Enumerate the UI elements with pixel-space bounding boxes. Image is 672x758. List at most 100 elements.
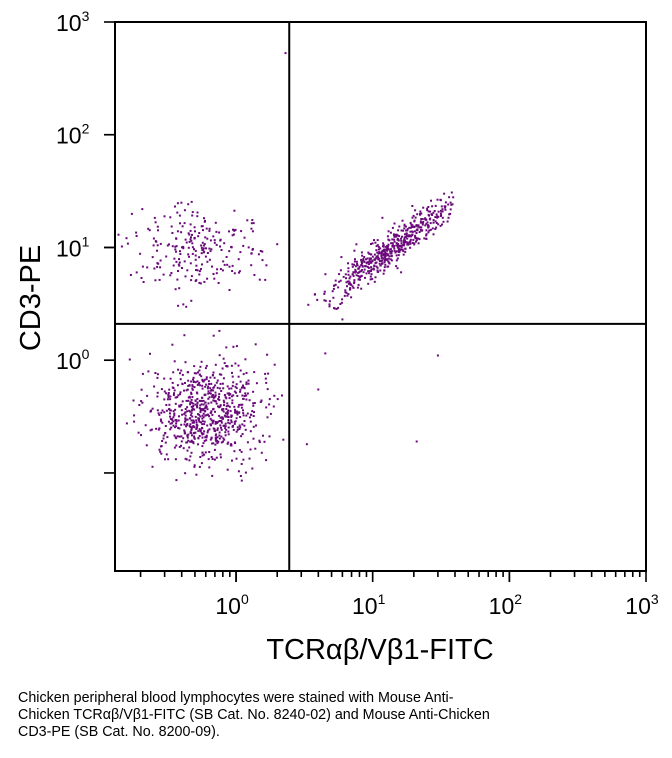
data-point xyxy=(163,390,166,393)
data-point xyxy=(168,243,170,246)
data-point xyxy=(431,227,434,230)
data-point xyxy=(244,392,247,395)
data-point xyxy=(276,398,279,401)
data-point xyxy=(216,268,219,271)
y-tick-label: 103 xyxy=(56,8,90,36)
data-point xyxy=(248,457,251,460)
data-point xyxy=(228,265,231,268)
data-point xyxy=(215,381,218,384)
data-point xyxy=(167,393,170,396)
data-point xyxy=(196,215,199,218)
data-point xyxy=(246,412,249,415)
data-point xyxy=(232,345,235,348)
data-point xyxy=(186,436,189,439)
data-point xyxy=(210,437,213,440)
data-point xyxy=(163,377,166,380)
data-point xyxy=(379,269,382,272)
data-point xyxy=(196,401,199,404)
data-point xyxy=(434,220,437,223)
data-point xyxy=(242,409,244,412)
data-point xyxy=(226,411,229,414)
data-point xyxy=(240,435,243,438)
data-point xyxy=(190,279,193,282)
data-point xyxy=(342,275,345,278)
data-point xyxy=(169,428,172,431)
data-point xyxy=(393,240,396,243)
data-point xyxy=(231,371,233,374)
data-point xyxy=(368,259,371,262)
data-point xyxy=(227,409,230,412)
data-point xyxy=(189,403,192,406)
data-point xyxy=(196,392,199,395)
data-point xyxy=(229,444,232,447)
data-point xyxy=(213,396,216,399)
data-point xyxy=(184,275,187,278)
data-point xyxy=(356,264,359,267)
data-point xyxy=(223,362,226,365)
data-point xyxy=(207,402,210,405)
data-point xyxy=(346,280,349,283)
data-point xyxy=(234,420,237,423)
data-point xyxy=(365,258,367,261)
data-point xyxy=(193,365,196,368)
data-point xyxy=(227,430,230,433)
data-point xyxy=(152,237,155,240)
data-point xyxy=(399,245,402,248)
data-point xyxy=(417,242,420,245)
data-point xyxy=(406,243,409,246)
data-point xyxy=(354,265,357,268)
data-point xyxy=(201,241,204,244)
data-point xyxy=(220,426,222,429)
data-point xyxy=(198,435,201,437)
data-point xyxy=(252,404,255,407)
data-point xyxy=(174,408,177,411)
x-tick-label: 100 xyxy=(215,591,249,619)
data-point xyxy=(210,248,213,251)
data-point xyxy=(268,435,271,438)
data-point xyxy=(237,258,240,261)
data-point xyxy=(160,420,163,423)
data-point xyxy=(156,262,159,265)
data-point xyxy=(387,260,390,263)
data-point xyxy=(370,243,372,245)
data-point xyxy=(196,426,198,429)
data-point xyxy=(191,246,194,249)
data-point xyxy=(198,428,201,431)
data-point xyxy=(356,263,359,265)
data-point xyxy=(234,385,237,388)
data-point xyxy=(391,238,394,241)
data-point xyxy=(213,277,216,280)
data-point xyxy=(198,270,201,273)
data-point xyxy=(169,395,172,398)
data-point xyxy=(384,252,387,255)
data-point xyxy=(404,236,407,238)
data-point xyxy=(161,440,164,442)
data-point xyxy=(201,263,203,266)
data-point xyxy=(218,395,220,398)
data-point xyxy=(411,205,414,207)
data-point xyxy=(197,443,199,446)
data-point xyxy=(265,406,268,409)
data-point xyxy=(387,248,390,251)
data-point xyxy=(393,247,396,250)
data-point xyxy=(227,441,230,444)
data-point xyxy=(230,387,233,390)
data-point xyxy=(448,196,451,199)
data-point xyxy=(204,385,207,388)
data-point xyxy=(157,412,160,415)
data-point xyxy=(190,401,193,404)
data-point xyxy=(390,250,393,253)
data-point xyxy=(155,240,158,243)
data-point xyxy=(230,364,233,367)
data-point xyxy=(218,354,221,357)
data-point xyxy=(231,402,234,405)
data-point xyxy=(205,436,208,439)
data-point xyxy=(265,264,268,267)
data-point xyxy=(250,252,253,255)
data-point xyxy=(231,264,234,267)
data-point xyxy=(425,237,428,240)
data-point xyxy=(233,422,236,425)
data-point xyxy=(220,435,223,438)
data-point xyxy=(220,441,223,444)
data-point xyxy=(261,259,264,262)
